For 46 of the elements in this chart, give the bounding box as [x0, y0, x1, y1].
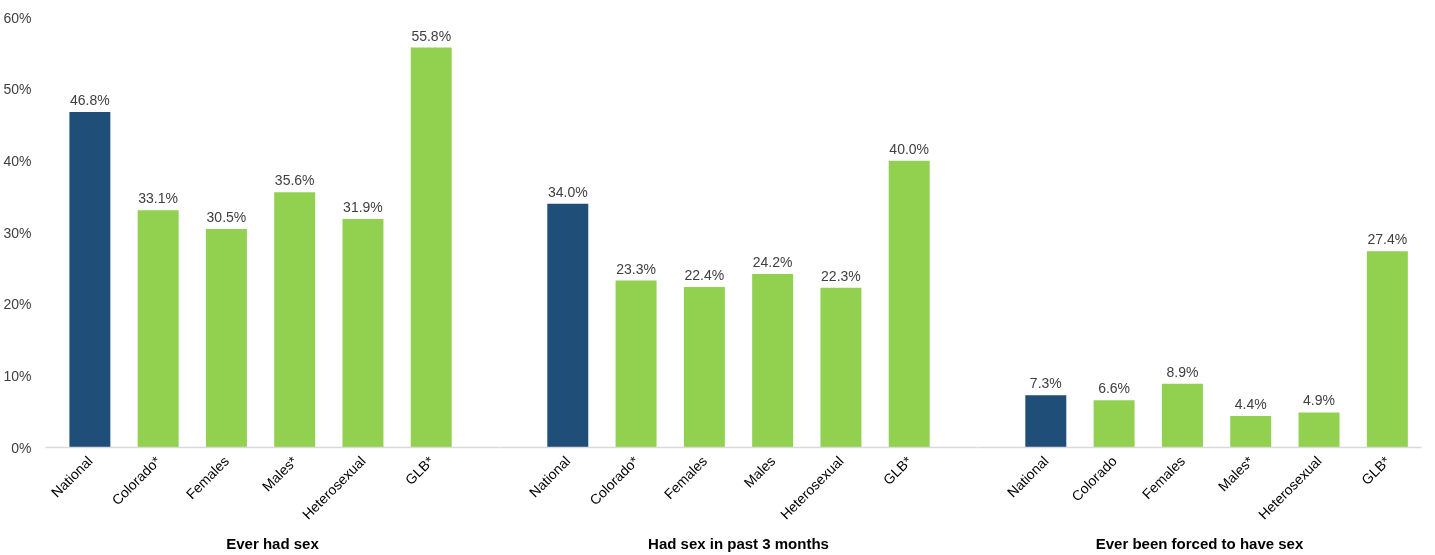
bar	[410, 47, 452, 448]
data-label: 8.9%	[1166, 363, 1199, 380]
bar	[1230, 415, 1272, 448]
data-label: 4.4%	[1234, 395, 1267, 412]
data-label: 7.3%	[1029, 375, 1062, 392]
bar	[274, 192, 316, 448]
data-label: 4.9%	[1303, 392, 1336, 409]
bar	[69, 112, 111, 448]
bar	[615, 280, 657, 448]
data-label: 34.0%	[547, 183, 588, 200]
bar	[820, 287, 862, 448]
data-label: 24.2%	[752, 254, 793, 271]
data-label: 23.3%	[616, 260, 656, 277]
x-axis-title: Ever been forced to have sex	[1095, 535, 1304, 553]
bar	[1025, 395, 1067, 448]
bar	[683, 286, 725, 448]
y-tick-label: 0%	[11, 439, 32, 456]
data-label: 35.6%	[274, 172, 315, 189]
y-tick-label: 40%	[3, 152, 32, 169]
data-label: 55.8%	[411, 27, 452, 44]
data-label: 22.4%	[684, 266, 725, 283]
y-tick-label: 30%	[3, 224, 32, 241]
data-label: 30.5%	[206, 208, 247, 225]
bar	[1161, 383, 1203, 448]
bar	[888, 160, 930, 448]
data-label: 22.3%	[821, 267, 861, 284]
data-label: 33.1%	[138, 190, 178, 207]
data-label: 31.9%	[343, 198, 383, 215]
x-axis-title: Ever had sex	[226, 535, 320, 553]
y-tick-label: 60%	[3, 9, 32, 26]
bar	[547, 203, 589, 448]
x-axis-title: Had sex in past 3 months	[648, 535, 829, 553]
data-label: 46.8%	[70, 92, 110, 109]
bar	[1366, 251, 1408, 448]
data-label: 27.4%	[1367, 231, 1408, 248]
bar	[752, 274, 794, 448]
y-tick-label: 20%	[3, 296, 32, 313]
bar	[342, 218, 384, 448]
bar	[205, 228, 247, 448]
data-label: 40.0%	[889, 140, 930, 157]
bar	[137, 210, 179, 448]
y-tick-label: 50%	[3, 81, 32, 98]
y-tick-label: 10%	[3, 367, 32, 384]
bar	[1093, 400, 1135, 448]
data-label: 6.6%	[1098, 380, 1131, 397]
bar	[1298, 412, 1340, 448]
